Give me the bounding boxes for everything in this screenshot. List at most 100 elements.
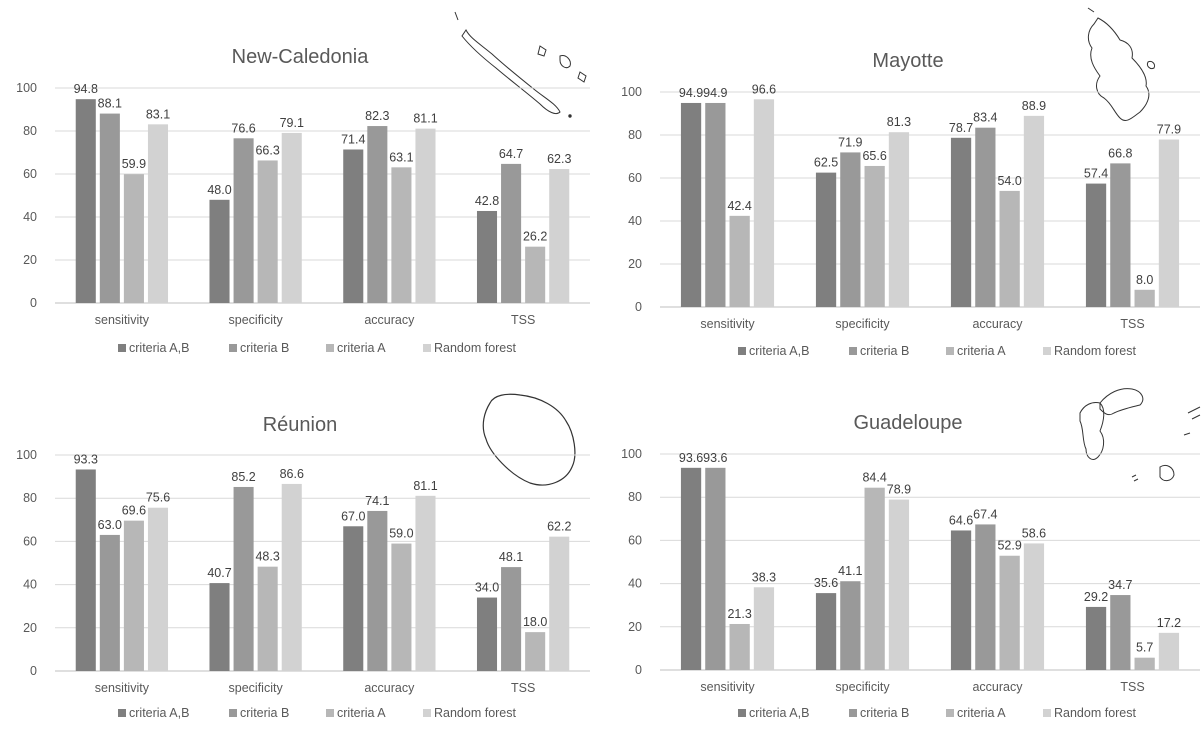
chart-svg: Guadeloupe 0 20 40 60 80 100 93.6 93.6 21.3 38.3 se…	[621, 388, 1201, 720]
data-label: 74.1	[365, 494, 389, 508]
data-label: 34.0	[475, 581, 499, 595]
legend-swatch	[1043, 709, 1051, 717]
data-label: 64.6	[949, 513, 973, 527]
legend-swatch	[946, 347, 954, 355]
data-label: 26.2	[523, 230, 547, 244]
data-label: 65.6	[862, 149, 886, 163]
bar	[1085, 606, 1107, 670]
data-label: 48.1	[499, 550, 523, 564]
data-label: 71.9	[838, 135, 862, 149]
x-tick-label: TSS	[1120, 680, 1144, 694]
bar	[233, 138, 254, 303]
legend-label: Random forest	[1054, 706, 1137, 720]
y-tick-label: 0	[635, 663, 642, 677]
x-tick-label: TSS	[511, 681, 535, 695]
bar	[549, 169, 570, 303]
data-label: 62.5	[814, 156, 838, 170]
legend-label: Random forest	[434, 706, 517, 720]
data-label: 52.9	[997, 539, 1021, 553]
y-tick-label: 0	[30, 664, 37, 678]
bar	[233, 486, 254, 671]
y-tick-label: 60	[628, 171, 642, 185]
y-tick-label: 60	[628, 533, 642, 547]
x-tick-label: sensitivity	[700, 680, 755, 694]
island-outline	[1159, 464, 1175, 482]
island-outline	[1131, 474, 1139, 482]
bar	[815, 593, 837, 670]
legend-label: criteria A,B	[749, 344, 809, 358]
bar	[367, 510, 388, 671]
data-label: 63.0	[98, 518, 122, 532]
legend-label: criteria A,B	[129, 341, 189, 355]
data-label: 88.9	[1022, 99, 1046, 113]
bar	[147, 507, 169, 671]
bar	[1134, 657, 1155, 670]
data-label: 62.3	[547, 152, 571, 166]
legend-swatch	[229, 344, 237, 352]
bar	[1110, 595, 1131, 670]
island-outline	[454, 11, 561, 115]
bar	[1134, 289, 1155, 307]
bar	[840, 152, 861, 307]
data-label: 93.6	[679, 451, 703, 465]
data-label: 82.3	[365, 109, 389, 123]
legend-swatch	[326, 344, 334, 352]
data-label: 77.9	[1157, 123, 1181, 137]
y-tick-label: 60	[23, 534, 37, 548]
data-label: 66.3	[255, 143, 279, 157]
y-tick-label: 0	[635, 300, 642, 314]
data-label: 71.4	[341, 132, 365, 146]
y-tick-label: 100	[621, 85, 642, 99]
y-tick-label: 0	[30, 296, 37, 310]
bar	[281, 132, 302, 303]
bar	[123, 174, 144, 303]
new-caledonia-map-icon	[454, 11, 587, 118]
bar	[1158, 632, 1180, 670]
legend-swatch	[946, 709, 954, 717]
bar	[975, 127, 996, 307]
data-label: 48.0	[207, 183, 231, 197]
data-label: 81.3	[887, 115, 911, 129]
bar	[840, 581, 861, 670]
data-label: 48.3	[255, 550, 279, 564]
legend-label: criteria A,B	[749, 706, 809, 720]
data-label: 29.2	[1084, 590, 1108, 604]
bar	[343, 526, 364, 671]
legend-label: Random forest	[1054, 344, 1137, 358]
data-label: 59.9	[122, 157, 146, 171]
data-label: 96.6	[752, 82, 776, 96]
data-label: 40.7	[207, 566, 231, 580]
data-label: 42.8	[475, 194, 499, 208]
island-outline	[1087, 7, 1150, 121]
chart-svg: New-Caledonia 0 20 40 60 80 100 94.888.1 59.9 83.…	[16, 11, 590, 355]
x-tick-label: specificity	[835, 317, 890, 331]
island-dot	[568, 114, 572, 118]
x-tick-label: accuracy	[972, 317, 1023, 331]
data-label: 41.1	[838, 564, 862, 578]
bar	[753, 99, 775, 307]
island-outline	[1183, 406, 1201, 436]
legend: criteria A,B criteria B criteria A Random f…	[118, 341, 517, 355]
bar	[729, 623, 750, 670]
bar	[501, 163, 522, 303]
chart-svg: Mayotte 0 20 40 60 80 100 94.9 94.9 42.4 96.6 sensi…	[621, 7, 1200, 358]
bar	[123, 520, 144, 671]
bar	[864, 487, 885, 670]
legend-label: Random forest	[434, 341, 517, 355]
reunion-map-icon	[482, 393, 576, 486]
data-label: 85.2	[231, 470, 255, 484]
data-label: 94.8	[74, 82, 98, 96]
bar	[257, 566, 278, 671]
x-tick-label: accuracy	[364, 313, 415, 327]
legend-label: criteria B	[240, 706, 289, 720]
y-tick-label: 20	[628, 620, 642, 634]
bar	[999, 190, 1020, 307]
x-tick-label: accuracy	[364, 681, 415, 695]
bar	[281, 483, 302, 671]
legend-label: criteria B	[240, 341, 289, 355]
legend-swatch	[849, 709, 857, 717]
x-tick-label: specificity	[835, 680, 890, 694]
y-tick-label: 80	[628, 128, 642, 142]
data-label: 69.6	[122, 504, 146, 518]
data-label: 81.1	[413, 479, 437, 493]
